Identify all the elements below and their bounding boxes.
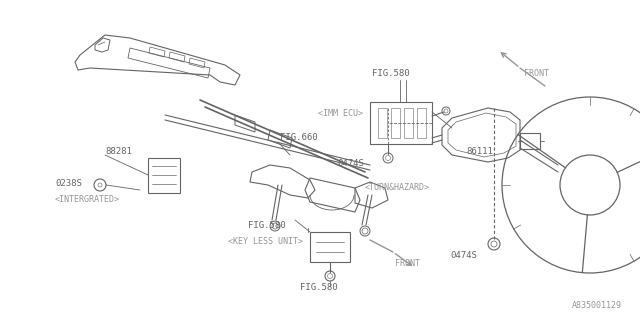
Text: FIG.580: FIG.580 xyxy=(372,68,410,77)
Text: 86111: 86111 xyxy=(466,148,493,156)
Text: FRONT: FRONT xyxy=(395,259,420,268)
Text: FIG.580: FIG.580 xyxy=(300,284,338,292)
Text: A835001129: A835001129 xyxy=(572,301,622,310)
Text: 0474S: 0474S xyxy=(337,158,364,167)
Text: <IMM ECU>: <IMM ECU> xyxy=(318,108,363,117)
Text: <INTERGRATED>: <INTERGRATED> xyxy=(55,196,120,204)
Text: 88281: 88281 xyxy=(105,148,132,156)
Text: 0474S: 0474S xyxy=(450,251,477,260)
Text: 0238S: 0238S xyxy=(55,179,82,188)
Text: FIG.660: FIG.660 xyxy=(280,133,317,142)
Text: <KEY LESS UNIT>: <KEY LESS UNIT> xyxy=(228,237,303,246)
Text: FIG.580: FIG.580 xyxy=(248,220,285,229)
Text: <TURN&HAZARD>: <TURN&HAZARD> xyxy=(365,183,430,193)
Text: FRONT: FRONT xyxy=(524,68,549,77)
